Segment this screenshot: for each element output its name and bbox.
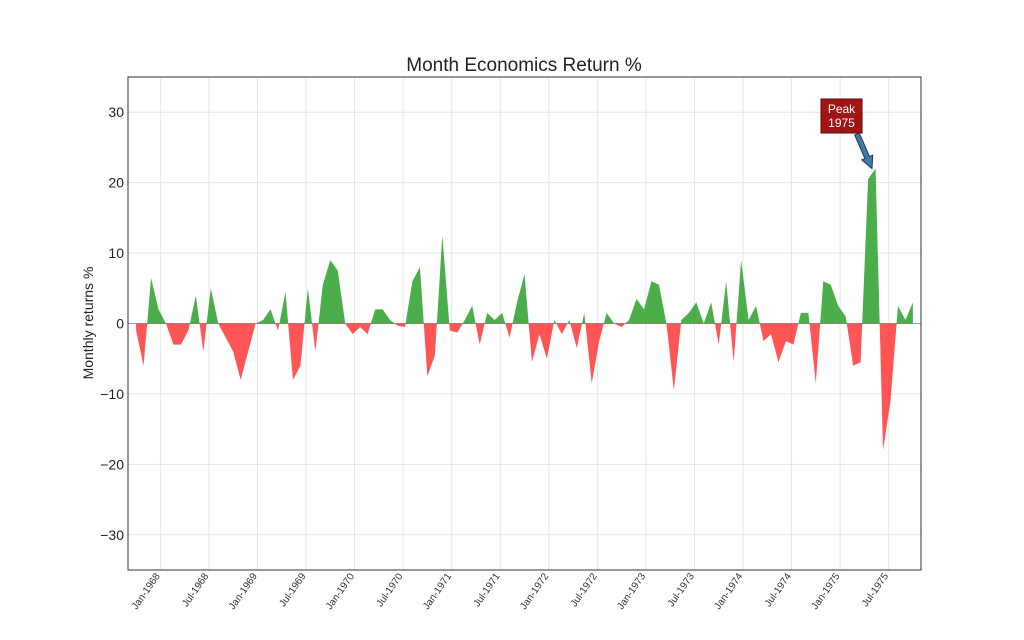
peak-annotation-line1: Peak <box>828 102 856 116</box>
y-tick-label: 20 <box>108 175 124 191</box>
y-axis-ticks: −30 −20 −10 0 10 20 30 <box>100 104 124 543</box>
x-tick-label: Jan-1968 <box>130 571 163 612</box>
y-tick-label: 10 <box>108 245 124 261</box>
x-tick-label: Jan-1975 <box>810 571 843 612</box>
x-tick-label: Jan-1972 <box>518 571 551 612</box>
x-tick-label: Jul-1968 <box>180 571 211 609</box>
y-tick-label: −30 <box>100 527 124 543</box>
x-tick-label: Jul-1974 <box>763 571 794 609</box>
positive-returns-area <box>136 168 913 324</box>
x-tick-label: Jul-1970 <box>375 571 406 609</box>
x-tick-label: Jan-1969 <box>227 571 260 612</box>
x-axis-ticks: Jan-1968 Jul-1968 Jan-1969 Jul-1969 Jan-1970… <box>130 571 891 612</box>
x-tick-label: Jan-1973 <box>615 571 648 612</box>
plot-frame <box>127 76 922 571</box>
x-tick-label: Jul-1969 <box>277 571 308 609</box>
chart-title: Month Economics Return % <box>406 55 642 76</box>
peak-annotation-arrow <box>854 132 874 170</box>
y-tick-label: 0 <box>116 316 124 332</box>
x-tick-label: Jan-1971 <box>421 571 454 612</box>
x-tick-label: Jul-1975 <box>860 571 891 609</box>
y-axis-label: Monthly returns % <box>80 267 96 380</box>
peak-annotation-line2: 1975 <box>828 116 855 130</box>
x-tick-label: Jul-1973 <box>666 571 697 609</box>
y-tick-label: 30 <box>108 104 124 120</box>
peak-arrow-shape <box>854 132 874 170</box>
x-tick-label: Jul-1972 <box>569 571 600 609</box>
x-tick-label: Jan-1970 <box>324 571 357 612</box>
return-areas <box>136 168 913 451</box>
y-tick-label: −10 <box>100 386 124 402</box>
x-tick-label: Jan-1974 <box>713 571 746 612</box>
peak-annotation-box <box>820 98 863 134</box>
y-tick-label: −20 <box>100 456 124 472</box>
x-tick-label: Jul-1971 <box>472 571 503 609</box>
peak-annotation: Peak 1975 <box>820 98 874 170</box>
